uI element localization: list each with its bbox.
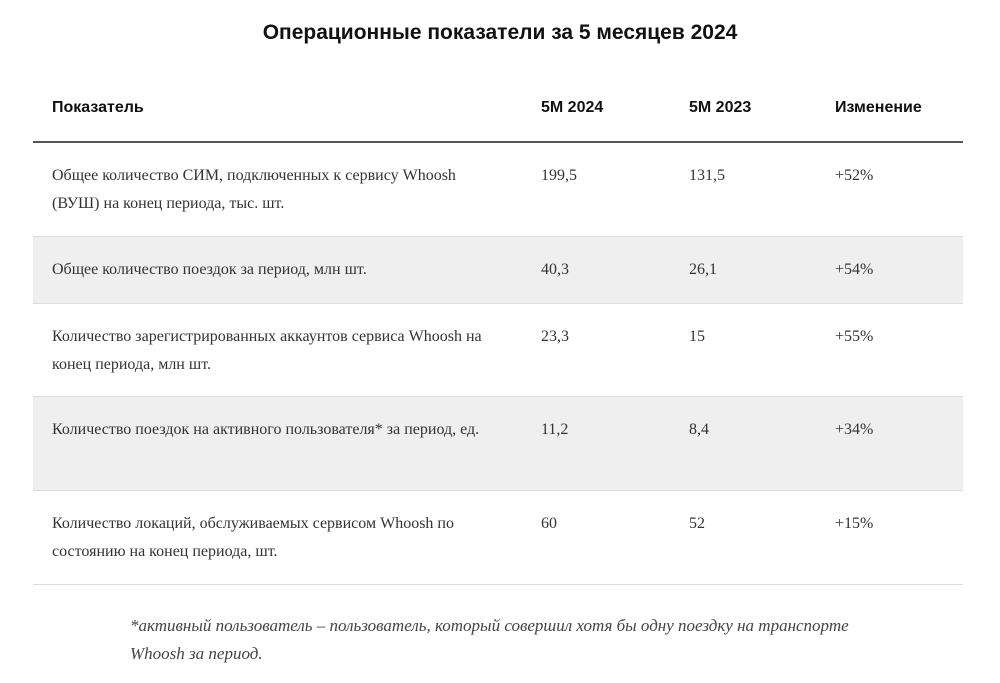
- row-indicator: Общее количество СИМ, подключенных к сер…: [52, 167, 456, 212]
- row-value-2023: 52: [689, 515, 705, 532]
- indicators-table: Показатель 5М 2024 5М 2023 Изменение Общ…: [33, 80, 963, 585]
- table-row: Общее количество СИМ, подключенных к сер…: [33, 143, 963, 237]
- row-change: +55%: [835, 328, 874, 345]
- row-value-2024: 60: [541, 515, 557, 532]
- table-row: Количество поездок на активного пользова…: [33, 397, 963, 491]
- table-row: Общее количество поездок за период, млн …: [33, 237, 963, 304]
- row-value-2023: 8,4: [689, 421, 709, 438]
- row-value-2023: 15: [689, 328, 705, 345]
- row-value-2024: 11,2: [541, 421, 569, 438]
- header-indicator: Показатель: [52, 99, 144, 116]
- footnote: *активный пользователь – пользователь, к…: [130, 616, 849, 663]
- table-header: Показатель 5М 2024 5М 2023 Изменение: [33, 80, 963, 143]
- row-change: +15%: [835, 515, 874, 532]
- row-indicator: Количество поездок на активного пользова…: [52, 421, 480, 438]
- row-indicator: Количество локаций, обслуживаемых сервис…: [52, 515, 454, 560]
- header-change: Изменение: [835, 99, 922, 116]
- row-indicator: Общее количество поездок за период, млн …: [52, 261, 367, 278]
- row-value-2024: 40,3: [541, 261, 569, 278]
- row-value-2024: 199,5: [541, 167, 577, 184]
- row-value-2024: 23,3: [541, 328, 569, 345]
- table-row: Количество зарегистрированных аккаунтов …: [33, 304, 963, 397]
- row-change: +34%: [835, 421, 874, 438]
- row-indicator: Количество зарегистрированных аккаунтов …: [52, 328, 482, 373]
- row-value-2023: 131,5: [689, 167, 725, 184]
- table-row: Количество локаций, обслуживаемых сервис…: [33, 491, 963, 585]
- header-5m-2023: 5М 2023: [689, 99, 752, 116]
- header-5m-2024: 5М 2024: [541, 99, 604, 116]
- row-change: +54%: [835, 261, 874, 278]
- row-value-2023: 26,1: [689, 261, 717, 278]
- page-title: Операционные показатели за 5 месяцев 202…: [262, 21, 738, 44]
- row-change: +52%: [835, 167, 874, 184]
